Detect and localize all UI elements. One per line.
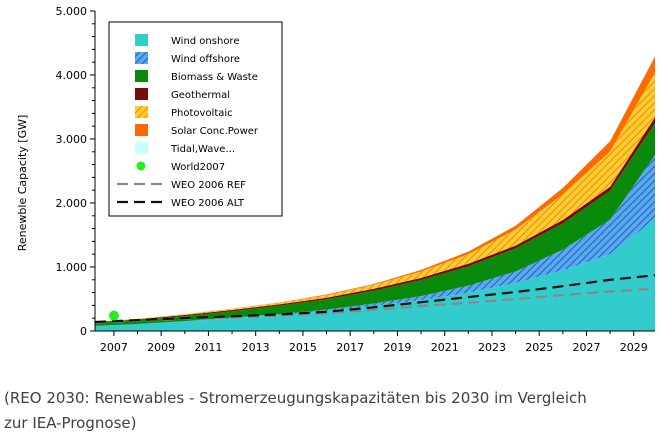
- legend-swatch-biomass-waste: [135, 70, 148, 82]
- y-tick-label: 4.000: [56, 69, 88, 82]
- legend-label: Photovoltaic: [171, 108, 233, 119]
- legend-swatch-solar-conc-power: [135, 124, 148, 136]
- line-weo-2006-alt: [94, 274, 656, 324]
- x-tick-label: 2023: [478, 341, 506, 354]
- legend-swatch-geothermal: [135, 88, 148, 100]
- legend-swatch-photovoltaic: [135, 106, 148, 118]
- legend-label: Geothermal: [171, 90, 230, 101]
- x-tick-label: 2015: [289, 341, 317, 354]
- chart: Renewble Capacity [GW] 0 1.000 2.000 3.000 4…: [16, 5, 656, 354]
- x-tick-label: 2025: [525, 341, 553, 354]
- area-wind-onshore: [95, 219, 655, 331]
- y-tick-label: 5.000: [56, 5, 88, 18]
- legend-label: WEO 2006 ALT: [171, 198, 245, 209]
- x-tick-label: 2029: [620, 341, 648, 354]
- plot-area: 0 1.000 2.000 3.000 4.000 5.000 2007 2009 2011 20…: [56, 5, 656, 354]
- legend-label: Biomass & Waste: [171, 72, 258, 83]
- y-axis-label: Renewble Capacity [GW]: [16, 115, 29, 252]
- x-tick-label: 2019: [383, 341, 411, 354]
- legend-label: Wind offshore: [171, 54, 240, 65]
- legend-swatch-wind-onshore: [135, 34, 148, 46]
- legend-swatch-wind-offshore: [135, 52, 148, 64]
- caption-line-1: (REO 2030: Renewables - Stromerzeugungsk…: [4, 389, 587, 407]
- y-tick-label: 3.000: [56, 133, 88, 146]
- y-tick-label: 0: [80, 325, 87, 338]
- legend-marker-world2007: [136, 161, 146, 171]
- legend-label: World2007: [171, 162, 225, 173]
- legend-label: Wind onshore: [171, 36, 239, 47]
- x-tick-label: 2007: [100, 341, 128, 354]
- caption: (REO 2030: Renewables - Stromerzeugungsk…: [4, 386, 659, 436]
- x-tick-label: 2013: [242, 341, 270, 354]
- legend-label: WEO 2006 REF: [171, 180, 246, 191]
- point-world2007: [108, 310, 119, 321]
- x-tick-label: 2027: [572, 341, 600, 354]
- x-tick-label: 2021: [431, 341, 459, 354]
- x-tick-label: 2017: [336, 341, 364, 354]
- x-tick-label: 2011: [194, 341, 222, 354]
- caption-line-2: zur IEA-Prognose): [4, 414, 137, 432]
- y-tick-label: 1.000: [56, 261, 88, 274]
- legend-swatch-tidal-wave: [135, 142, 148, 154]
- x-tick-label: 2009: [147, 341, 175, 354]
- y-tick-label: 2.000: [56, 197, 88, 210]
- legend-label: Solar Conc.Power: [171, 126, 259, 137]
- legend-label: Tidal,Wave...: [170, 144, 235, 155]
